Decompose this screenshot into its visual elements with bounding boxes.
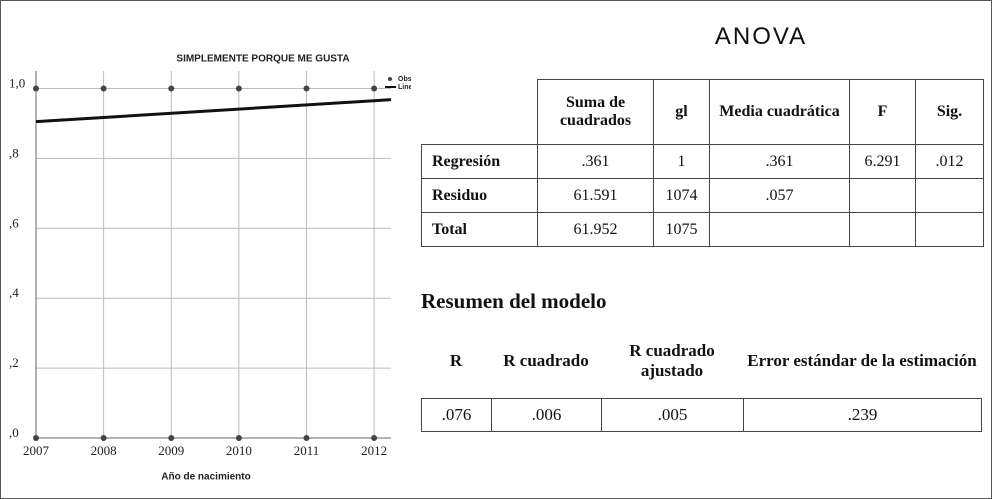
point bbox=[371, 85, 378, 92]
summary-header: Error estándar de la estimación bbox=[743, 324, 981, 399]
chart-title: SIMPLEMENTE PORQUE ME GUSTA bbox=[176, 54, 349, 65]
anova-title: ANOVA bbox=[714, 23, 808, 50]
summary-cell: .005 bbox=[601, 398, 744, 432]
anova-cell: 1075 bbox=[653, 212, 710, 247]
point bbox=[235, 435, 242, 441]
anova-cell: 61.952 bbox=[537, 212, 654, 247]
anova-cell: 1 bbox=[653, 144, 710, 179]
point bbox=[100, 85, 107, 92]
x-tick-label: 2007 bbox=[23, 443, 50, 458]
point bbox=[33, 435, 39, 441]
anova-header: gl bbox=[653, 79, 710, 145]
point bbox=[303, 435, 310, 441]
summary-cell: .239 bbox=[743, 398, 982, 432]
point bbox=[371, 435, 378, 441]
x-tick-label: 2009 bbox=[158, 443, 184, 458]
anova-cell: 1074 bbox=[653, 178, 710, 213]
summary-header: R bbox=[421, 324, 491, 399]
legend-label: Observado bbox=[398, 76, 411, 83]
x-tick-label: 2010 bbox=[226, 443, 252, 458]
line bbox=[35, 98, 392, 124]
point bbox=[100, 435, 107, 441]
summary-cell: .076 bbox=[421, 398, 492, 432]
y-tick-label: ,6 bbox=[9, 215, 19, 230]
anova-cell: .361 bbox=[537, 144, 654, 179]
summary-header: R cuadrado ajustado bbox=[601, 324, 743, 399]
anova-cell bbox=[915, 178, 984, 213]
y-tick-label: ,8 bbox=[9, 145, 19, 160]
x-tick-label: 2011 bbox=[294, 443, 320, 458]
point bbox=[303, 85, 310, 92]
anova-cell: .361 bbox=[709, 144, 850, 179]
summary-cell: .006 bbox=[491, 398, 602, 432]
model-summary-title: Resumen del modelo bbox=[421, 288, 607, 313]
anova-cell bbox=[915, 212, 984, 247]
y-tick-label: 1,0 bbox=[9, 75, 25, 90]
anova-cell: .057 bbox=[709, 178, 850, 213]
y-tick-label: ,2 bbox=[9, 355, 19, 370]
anova-row-label: Total bbox=[421, 212, 538, 247]
anova-header: Suma de cuadrados bbox=[537, 79, 654, 145]
point bbox=[168, 435, 175, 441]
summary-header: R cuadrado bbox=[491, 324, 601, 399]
y-tick-label: ,4 bbox=[9, 285, 19, 300]
anova-row-label: Residuo bbox=[421, 178, 538, 213]
chart: SIMPLEMENTE PORQUE ME GUSTA Año de nacim… bbox=[9, 54, 411, 483]
anova-cell bbox=[849, 212, 916, 247]
anova-cell bbox=[709, 212, 850, 247]
point bbox=[168, 85, 175, 92]
anova-cell: 61.591 bbox=[537, 178, 654, 213]
x-tick-label: 2012 bbox=[361, 443, 387, 458]
anova-row-label: Regresión bbox=[421, 144, 538, 179]
point bbox=[235, 85, 242, 92]
anova-cell: 6.291 bbox=[849, 144, 916, 179]
anova-cell: .012 bbox=[915, 144, 984, 179]
anova-header: F bbox=[849, 79, 916, 145]
x-axis-title: Año de nacimiento bbox=[161, 472, 250, 483]
anova-header: Media cuadrática bbox=[709, 79, 850, 145]
anova-header: Sig. bbox=[915, 79, 984, 145]
legend-label: Lineal bbox=[398, 84, 411, 91]
legend-symbol bbox=[388, 77, 392, 81]
point bbox=[33, 85, 39, 92]
y-tick-label: ,0 bbox=[9, 425, 19, 440]
x-tick-label: 2008 bbox=[91, 443, 117, 458]
anova-cell bbox=[849, 178, 916, 213]
